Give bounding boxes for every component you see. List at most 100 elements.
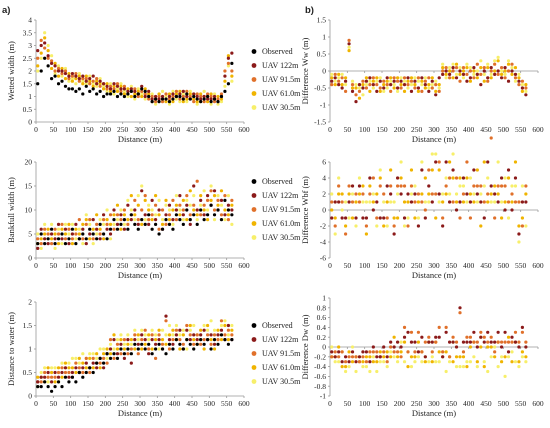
data-point [420, 168, 424, 172]
data-point [375, 216, 379, 220]
data-point [122, 218, 126, 222]
data-point [396, 89, 400, 93]
data-point [524, 192, 528, 196]
data-point [337, 345, 341, 349]
data-point [437, 325, 441, 329]
data-point [361, 83, 365, 87]
data-point [56, 380, 61, 384]
data-point [63, 84, 68, 88]
data-point [147, 208, 151, 212]
data-point [39, 246, 43, 250]
data-point [416, 224, 420, 228]
data-point [427, 192, 431, 196]
data-point [167, 347, 172, 351]
data-point [361, 200, 365, 204]
data-point [219, 97, 224, 101]
data-point [333, 76, 337, 80]
data-point [427, 200, 431, 204]
data-point [108, 87, 113, 91]
data-point [84, 361, 88, 365]
data-point [70, 71, 74, 76]
data-point [178, 194, 182, 198]
data-point [160, 328, 165, 332]
data-point [344, 360, 348, 364]
x-tick-label: 50 [344, 125, 352, 134]
y-tick-label: 0.6 [317, 313, 327, 322]
y-tick-label: -1.5 [314, 118, 326, 127]
data-point [188, 218, 192, 222]
data-point [399, 350, 403, 354]
data-point [423, 76, 427, 80]
data-point [43, 242, 47, 246]
data-point [81, 82, 85, 86]
data-point [482, 200, 486, 204]
data-point [181, 213, 185, 217]
data-point [112, 84, 116, 88]
data-point [461, 76, 466, 80]
data-point [56, 366, 61, 370]
data-point [454, 192, 459, 196]
data-point [344, 355, 348, 359]
y-tick-label: 0.5 [23, 368, 33, 377]
data-point [399, 76, 403, 80]
data-point [133, 213, 137, 217]
data-point [461, 350, 466, 354]
y-tick-label: -6 [320, 254, 326, 263]
data-point [364, 224, 368, 228]
data-point [206, 323, 210, 328]
data-point [157, 333, 161, 337]
x-tick-label: 550 [515, 261, 527, 270]
data-point [56, 74, 61, 78]
series-observed [36, 333, 234, 393]
data-point [347, 38, 351, 43]
data-point [56, 66, 61, 71]
data-point [202, 323, 206, 328]
data-point [357, 360, 362, 364]
data-point [95, 92, 99, 96]
data-point [430, 340, 434, 344]
legend-label: Observed [262, 177, 293, 186]
data-point [350, 345, 355, 349]
data-point [84, 237, 88, 241]
data-point [364, 76, 368, 80]
data-point [209, 100, 213, 104]
data-point [475, 76, 479, 80]
data-point [67, 79, 71, 83]
data-point [119, 82, 123, 86]
data-point [420, 89, 424, 93]
data-point [98, 356, 102, 360]
data-point [416, 192, 420, 196]
data-point [468, 69, 472, 73]
data-point [147, 222, 151, 226]
data-point [340, 72, 344, 76]
data-point [503, 176, 507, 180]
data-point [413, 79, 417, 83]
data-point [503, 330, 507, 334]
data-point [337, 83, 341, 87]
data-point [396, 76, 400, 80]
data-point [160, 347, 165, 351]
data-point [385, 184, 389, 188]
data-point [115, 82, 120, 86]
data-point [420, 160, 424, 164]
data-point [513, 76, 518, 80]
x-tick-label: 550 [221, 125, 233, 134]
data-point [375, 79, 379, 83]
data-point [147, 97, 151, 101]
data-point [154, 102, 158, 106]
data-point [129, 347, 133, 351]
data-point [454, 72, 459, 76]
series-uav-91-5m [330, 136, 528, 236]
data-point [333, 224, 337, 228]
data-point [199, 338, 203, 342]
panel-b-label: b) [305, 5, 314, 16]
data-point [226, 218, 230, 222]
data-point [482, 335, 486, 339]
data-point [216, 208, 220, 212]
data-point [84, 366, 88, 370]
data-point [185, 218, 189, 222]
data-point [126, 342, 130, 346]
data-point [458, 216, 462, 220]
data-point [337, 184, 341, 188]
data-point [441, 224, 445, 228]
